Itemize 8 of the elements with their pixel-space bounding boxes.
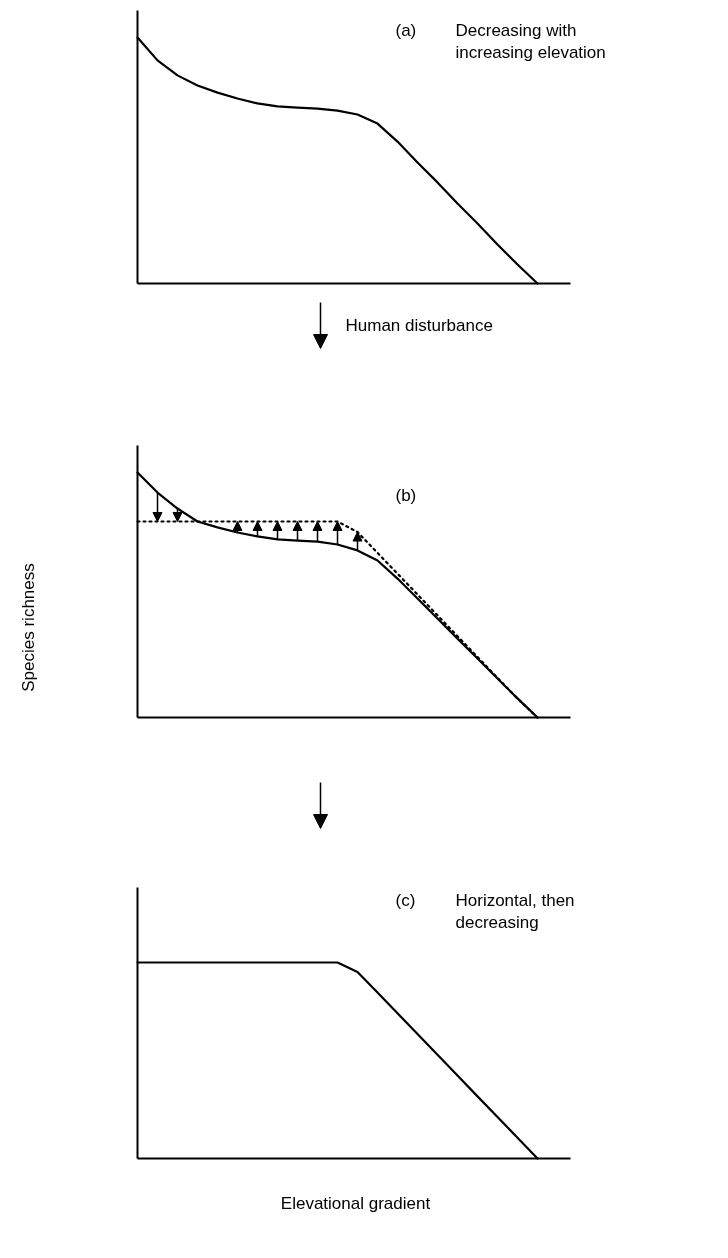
chart-subtitle: Horizontal, then decreasing	[455, 890, 575, 933]
text: Human disturbance	[345, 316, 493, 335]
y-axis-title: Species richness	[19, 563, 38, 692]
text: (b)	[395, 485, 417, 505]
chart-title: (c)	[395, 890, 416, 910]
x-axis-title: Elevational gradient	[280, 1194, 431, 1213]
chart-subtitle: Decreasing with increasing elevation	[455, 20, 606, 63]
chart-title: (a)	[395, 20, 417, 40]
